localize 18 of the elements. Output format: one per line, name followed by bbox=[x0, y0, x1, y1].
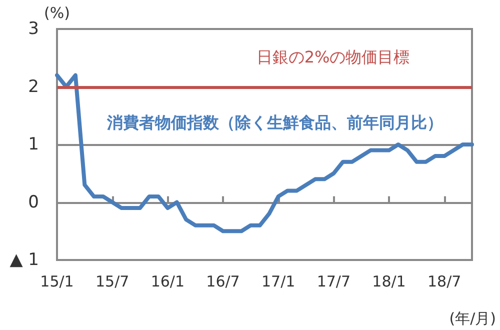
x-axis-title: (年/月) bbox=[449, 310, 496, 328]
y-tick-label: 0 bbox=[28, 192, 39, 212]
y-tick-label: 3 bbox=[28, 19, 39, 39]
ref-line-label: 日銀の2%の物価目標 bbox=[256, 47, 410, 66]
series-label: 消費者物価指数（除く生鮮食品、前年同月比） bbox=[106, 113, 443, 132]
y-tick-label: 1 bbox=[28, 134, 39, 154]
x-tick-label: 15/7 bbox=[95, 272, 130, 290]
x-tick-label: 15/1 bbox=[40, 272, 74, 290]
x-tick-label: 16/7 bbox=[206, 272, 240, 290]
y-tick-label: ▲ 1 bbox=[10, 250, 39, 270]
x-tick-label: 16/1 bbox=[150, 272, 185, 290]
x-tick-label: 17/7 bbox=[316, 272, 351, 290]
line-series bbox=[55, 73, 474, 234]
x-tick-label: 17/1 bbox=[261, 272, 296, 290]
y-axis-title: (%) bbox=[44, 4, 70, 22]
x-tick-label: 18/1 bbox=[372, 272, 406, 290]
y-tick-label: 2 bbox=[28, 76, 39, 97]
x-tick-label: 18/7 bbox=[427, 272, 462, 290]
